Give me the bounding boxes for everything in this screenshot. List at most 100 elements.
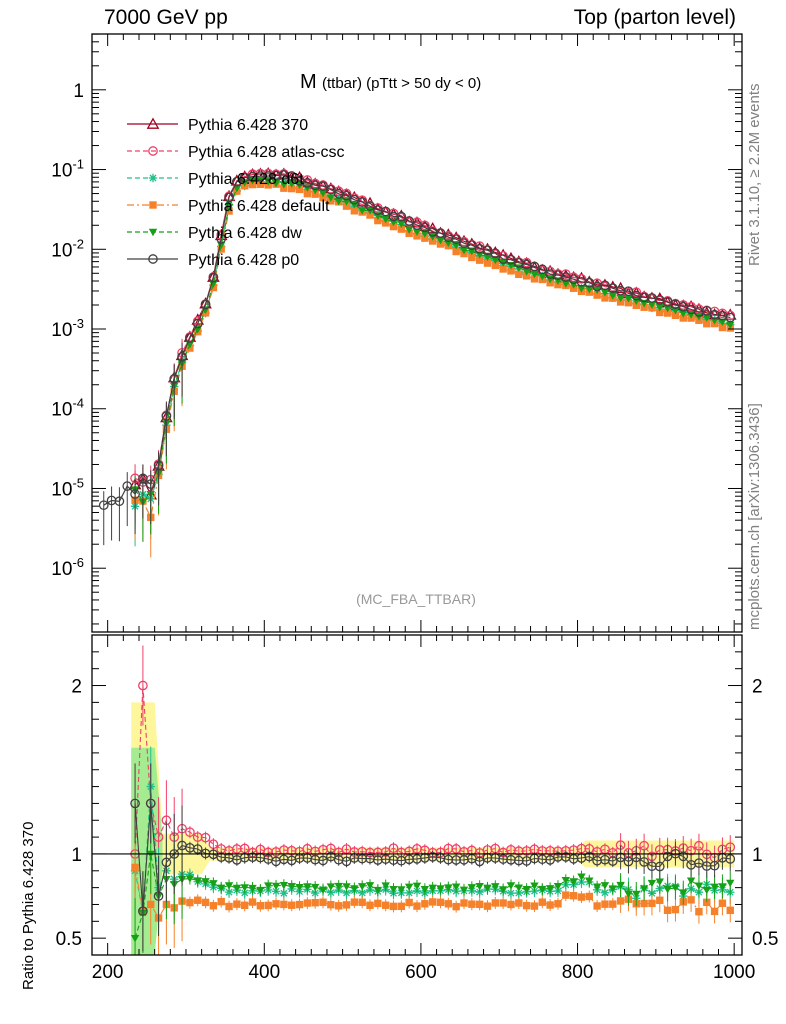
ratio-point xyxy=(280,900,288,909)
ratio-point xyxy=(357,888,367,898)
ratio-uncertainty-band xyxy=(131,702,735,955)
ratio-point xyxy=(233,900,241,908)
legend-item: Pythia 6.428 p0 xyxy=(127,252,299,269)
y-tick-label: 10-2 xyxy=(51,236,84,261)
ratio-point xyxy=(538,898,547,906)
data-point xyxy=(656,308,664,317)
data-point xyxy=(357,207,367,215)
legend-label: Pythia 6.428 default xyxy=(188,198,330,215)
ratio-point xyxy=(185,875,195,883)
ratio-point xyxy=(334,882,343,891)
ratio-point xyxy=(240,884,249,892)
data-point xyxy=(483,259,492,267)
ratio-point xyxy=(185,827,195,838)
ratio-point xyxy=(310,888,320,898)
analysis-watermark: (MC_FBA_TTBAR) xyxy=(356,591,476,607)
ratio-point xyxy=(577,873,586,881)
ratio-point xyxy=(467,884,477,892)
ratio-point xyxy=(687,896,695,904)
ratio-point xyxy=(272,900,280,908)
ratio-point xyxy=(593,902,601,910)
y-tick-label: 10-4 xyxy=(51,396,84,421)
data-point xyxy=(520,256,533,269)
ratio-point xyxy=(656,896,664,904)
ratio-point xyxy=(491,883,500,891)
ratio-point xyxy=(703,898,711,907)
data-point xyxy=(397,225,406,233)
data-point xyxy=(653,292,667,304)
ratio-point xyxy=(256,902,265,910)
data-point xyxy=(138,473,148,484)
ratio-y-axis-label: Ratio to Pythia 6.428 370 xyxy=(20,821,37,990)
ratio-point xyxy=(647,879,657,888)
ratio-point xyxy=(161,857,172,868)
ratio-point xyxy=(522,885,531,894)
legend-marker xyxy=(148,254,158,264)
data-point xyxy=(397,220,406,229)
series-pythia-6-428-370 xyxy=(128,166,737,535)
ratio-point xyxy=(138,680,148,691)
data-point xyxy=(601,294,609,302)
data-point xyxy=(279,181,289,189)
ratio-point xyxy=(561,877,570,885)
data-point xyxy=(632,301,640,310)
data-point xyxy=(342,202,351,210)
ratio-point xyxy=(420,886,430,894)
data-point xyxy=(341,190,352,201)
ratio-point xyxy=(718,899,727,907)
data-point xyxy=(366,211,374,219)
ratio-point xyxy=(342,883,351,891)
ratio-point xyxy=(421,900,429,908)
ratio-point xyxy=(334,902,343,910)
ratio-point xyxy=(452,902,460,911)
legend-item: Pythia 6.428 atlas-csc xyxy=(127,144,345,161)
data-point xyxy=(584,277,595,288)
ratio-point xyxy=(601,900,609,908)
data-point xyxy=(671,311,680,320)
data-point xyxy=(702,314,711,322)
ratio-point xyxy=(194,896,202,904)
ratio-point xyxy=(679,889,688,897)
ratio-point xyxy=(694,840,704,851)
ratio-point xyxy=(639,840,649,851)
data-point xyxy=(271,179,281,188)
ratio-point xyxy=(303,899,312,907)
data-point xyxy=(679,310,688,318)
ratio-point xyxy=(710,907,719,916)
ratio-point xyxy=(412,882,422,891)
data-point xyxy=(318,189,328,198)
data-point xyxy=(200,299,211,310)
data-point xyxy=(655,304,664,312)
ratio-point xyxy=(678,851,689,862)
ratio-point xyxy=(546,901,554,909)
ratio-point xyxy=(327,900,335,909)
data-point xyxy=(436,236,445,245)
ratio-point xyxy=(192,844,203,854)
ratio-point xyxy=(357,883,367,891)
legend-marker xyxy=(148,173,158,183)
legend-label: Pythia 6.428 p0 xyxy=(188,252,299,269)
ratio-point xyxy=(404,883,414,891)
ratio-point xyxy=(475,900,484,909)
ratio-point xyxy=(600,882,610,890)
data-point xyxy=(585,286,594,294)
data-point xyxy=(185,333,195,343)
ratio-point xyxy=(444,884,453,892)
data-point xyxy=(491,261,500,270)
ratio-point xyxy=(709,860,720,871)
ratio-point xyxy=(498,886,508,894)
data-point xyxy=(718,318,727,326)
ratio-point xyxy=(639,857,649,867)
main-plot-title-suffix: (ttbar) (pTtt > 50 dy < 0) xyxy=(322,75,481,92)
ratio-y-tick-label: 2 xyxy=(752,677,763,698)
legend-item: Pythia 6.428 370 xyxy=(127,117,308,134)
data-point xyxy=(515,270,523,279)
data-point xyxy=(522,272,531,280)
ratio-point xyxy=(616,897,625,905)
data-point xyxy=(381,215,390,224)
ratio-point xyxy=(318,855,328,866)
ratio-point xyxy=(553,883,563,891)
data-point xyxy=(122,481,133,491)
ratio-y-tick-label: 1 xyxy=(71,845,82,866)
data-point xyxy=(412,228,422,236)
